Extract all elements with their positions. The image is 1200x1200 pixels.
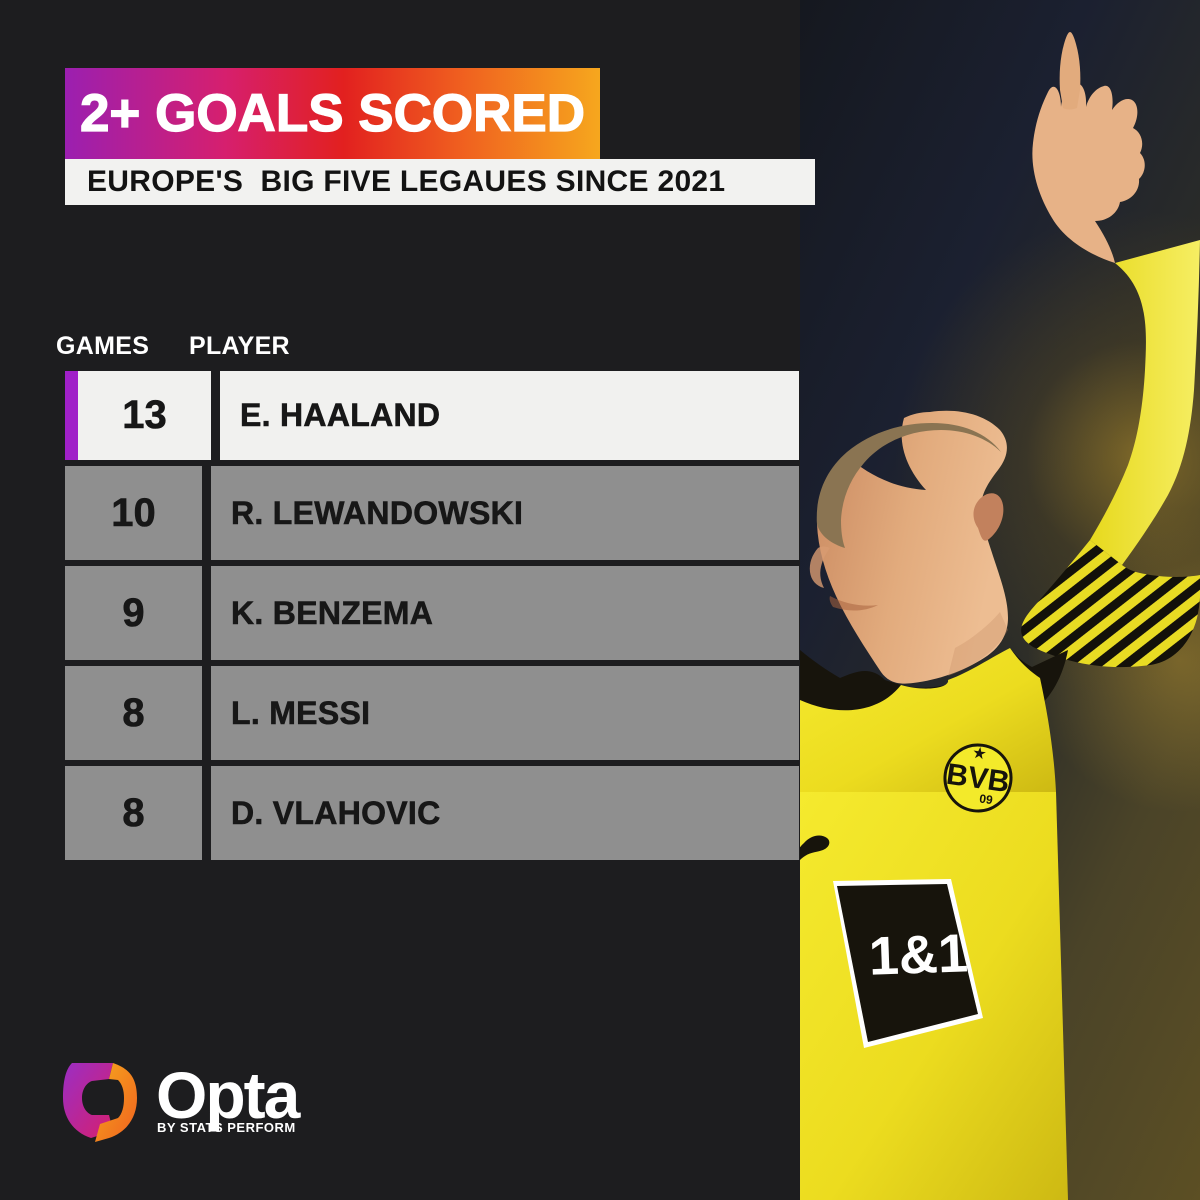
- svg-text:09: 09: [979, 791, 994, 807]
- svg-text:BY STATS PERFORM: BY STATS PERFORM: [157, 1120, 296, 1135]
- svg-text:1&1: 1&1: [868, 923, 969, 986]
